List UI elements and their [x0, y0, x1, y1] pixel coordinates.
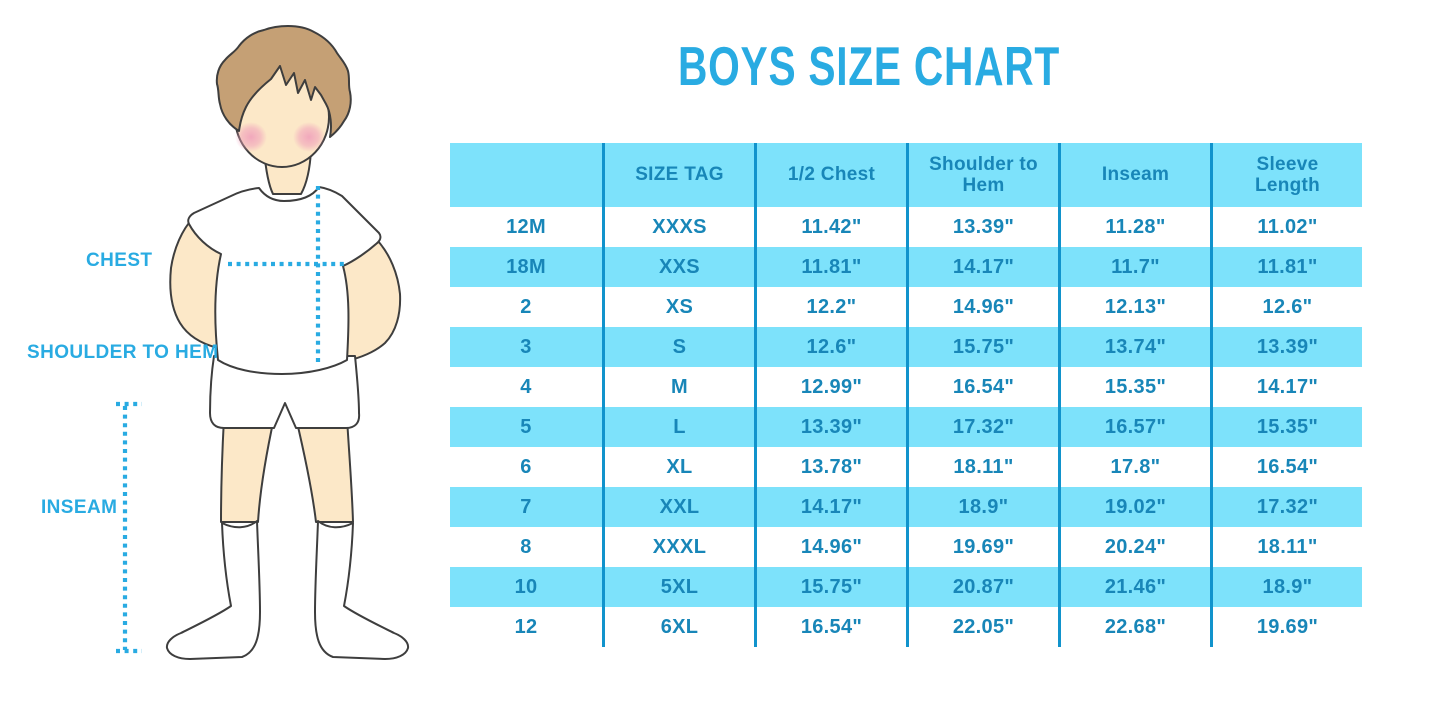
boy-right-leg	[295, 417, 354, 523]
size-table: SIZE TAG 1/2 Chest Shoulder to Hem Inseam Sl…	[450, 143, 1362, 647]
value-cell: 18.9"	[1210, 567, 1362, 607]
boy-left-blush-icon	[235, 122, 267, 152]
boy-left-sock	[165, 520, 261, 660]
boy-illustration	[116, 25, 410, 660]
row-size-cell: 4	[520, 375, 532, 398]
page-title: BOYS SIZE CHART	[678, 35, 1060, 97]
value-cell: 13.74"	[1058, 327, 1210, 367]
value-cell: S	[602, 327, 754, 367]
value-cell: 22.68"	[1058, 607, 1210, 647]
value-cell: 20.24"	[1058, 527, 1210, 567]
row-size-cell: 12M	[506, 215, 546, 238]
value-cell: 13.39"	[754, 407, 906, 447]
value-cell: 14.96"	[754, 527, 906, 567]
value-cell: 18.11"	[1210, 527, 1362, 567]
row-size-cell: 18M	[450, 247, 602, 287]
value-cell: 18.11"	[906, 447, 1058, 487]
value-cell: 11.42"	[754, 207, 906, 247]
header-cell: Shoulder to Hem	[906, 143, 1058, 207]
value-cell: 5XL	[602, 567, 754, 607]
header-cell: Inseam	[1058, 143, 1210, 207]
row-size-cell: 5	[450, 407, 602, 447]
value-cell: 16.54"	[906, 367, 1058, 407]
value-cell: 6XL	[602, 607, 754, 647]
value-cell: 21.46"	[1058, 567, 1210, 607]
value-cell: 11.81"	[1210, 247, 1362, 287]
value-cell: 11.7"	[1058, 247, 1210, 287]
value-cell: XS	[602, 287, 754, 327]
value-cell: 22.05"	[906, 607, 1058, 647]
value-cell: 16.54"	[754, 607, 906, 647]
value-cell: M	[602, 367, 754, 407]
value-cell: 19.02"	[1058, 487, 1210, 527]
value-cell: 16.57"	[1058, 407, 1210, 447]
value-cell: 19.69"	[906, 527, 1058, 567]
value-cell: 16.54"	[1210, 447, 1362, 487]
value-cell: 17.32"	[1210, 487, 1362, 527]
boy-hair	[215, 25, 352, 138]
value-cell: 12.13"	[1058, 287, 1210, 327]
value-cell: 17.8"	[1058, 447, 1210, 487]
row-size-cell: 10	[450, 567, 602, 607]
boy-right-blush-icon	[293, 122, 325, 152]
chest-label: CHEST	[86, 250, 153, 271]
value-cell: 17.32"	[906, 407, 1058, 447]
value-cell: 11.81"	[754, 247, 906, 287]
value-cell: 13.78"	[754, 447, 906, 487]
boy-shorts	[209, 355, 361, 429]
row-size-cell: 2	[520, 295, 532, 318]
header-cell: SIZE TAG	[602, 143, 754, 207]
value-cell: 20.87"	[906, 567, 1058, 607]
header-cell: Sleeve Length	[1210, 143, 1362, 207]
shoulder-to-hem-label: SHOULDER TO HEM	[27, 342, 219, 363]
value-cell: 18.9"	[906, 487, 1058, 527]
boy-right-sock	[314, 520, 410, 660]
row-size-cell: 8	[520, 535, 532, 558]
value-cell: 14.17"	[906, 247, 1058, 287]
value-cell: 12.2"	[754, 287, 906, 327]
row-size-cell: 3	[450, 327, 602, 367]
value-cell: 12.99"	[754, 367, 906, 407]
boy-left-leg	[220, 417, 275, 523]
value-cell: 15.35"	[1058, 367, 1210, 407]
value-cell: 12.6"	[754, 327, 906, 367]
row-size-cell: 12	[514, 615, 538, 638]
row-size-cell: 7	[450, 487, 602, 527]
value-cell: 19.69"	[1210, 607, 1362, 647]
value-cell: 15.35"	[1210, 407, 1362, 447]
value-cell: 12.6"	[1210, 287, 1362, 327]
value-cell: 15.75"	[906, 327, 1058, 367]
inseam-label: INSEAM	[41, 497, 118, 518]
header-cell: 1/2 Chest	[754, 143, 906, 207]
value-cell: XXXL	[602, 527, 754, 567]
value-cell: 13.39"	[1210, 327, 1362, 367]
value-cell: 11.28"	[1058, 207, 1210, 247]
value-cell: 13.39"	[906, 207, 1058, 247]
value-cell: XXXS	[602, 207, 754, 247]
value-cell: 14.17"	[754, 487, 906, 527]
value-cell: XXS	[602, 247, 754, 287]
value-cell: 11.02"	[1210, 207, 1362, 247]
boy-shirt	[187, 186, 382, 375]
value-cell: L	[602, 407, 754, 447]
value-cell: XXL	[602, 487, 754, 527]
value-cell: XL	[602, 447, 754, 487]
value-cell: 14.96"	[906, 287, 1058, 327]
value-cell: 15.75"	[754, 567, 906, 607]
row-size-cell: 6	[520, 455, 532, 478]
value-cell: 14.17"	[1210, 367, 1362, 407]
header-cell-empty	[450, 143, 602, 207]
